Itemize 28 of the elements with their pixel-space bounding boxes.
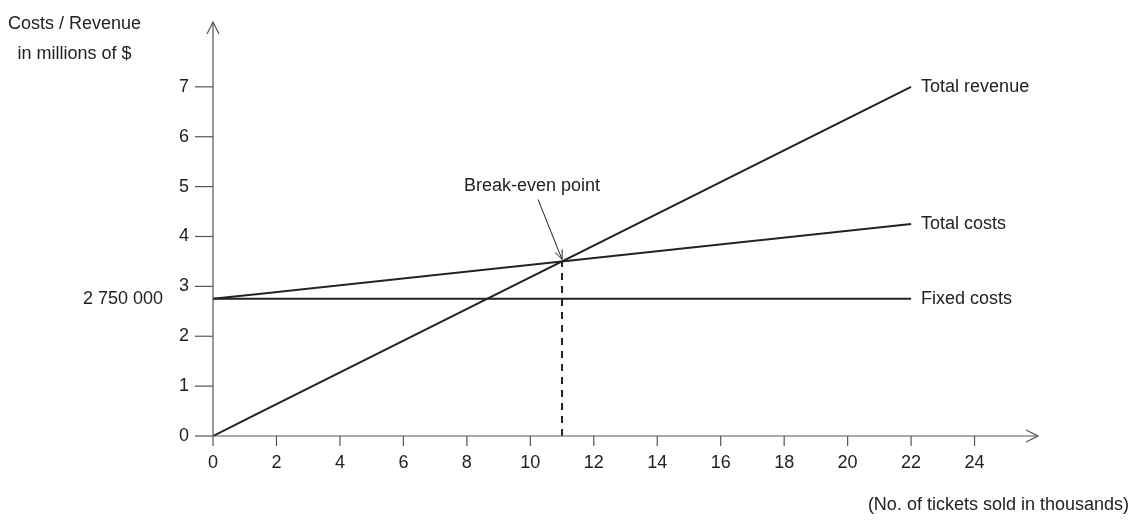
x-tick-label: 10 — [520, 451, 541, 472]
x-tick-label: 22 — [901, 451, 922, 472]
series-label: Total costs — [921, 212, 1007, 233]
x-tick-label: 6 — [398, 451, 409, 472]
y-tick-label: 2 — [178, 325, 189, 346]
x-tick-label: 0 — [207, 451, 219, 472]
x-tick-label: 18 — [774, 451, 795, 472]
x-tick-label: 14 — [647, 451, 668, 472]
y-tick-label: 7 — [178, 75, 189, 96]
x-tick-label: 4 — [334, 451, 345, 472]
series-label: Fixed costs — [921, 287, 1013, 308]
series-label: Total revenue — [921, 75, 1030, 96]
y-tick-label: 4 — [178, 225, 189, 246]
text: 2 750 000 — [82, 287, 163, 308]
x-tick-label: 8 — [461, 451, 472, 472]
y-axis-title: Costs / Revenue in millions of $ — [8, 12, 142, 65]
y-tick-label: 1 — [178, 375, 189, 396]
y-tick-label: 5 — [178, 175, 189, 196]
x-tick-label: 12 — [583, 451, 604, 472]
y-tick-label: 6 — [178, 125, 189, 146]
y-tick-label: 0 — [178, 424, 189, 445]
x-tick-label: 16 — [710, 451, 731, 472]
x-tick-label: 2 — [271, 451, 282, 472]
x-axis-title: (No. of tickets sold in thousands) — [867, 494, 1129, 515]
x-tick-label: 24 — [964, 451, 985, 472]
annotation: Break-even point — [463, 175, 601, 196]
y-tick-label: 3 — [178, 275, 189, 296]
x-tick-label: 20 — [837, 451, 858, 472]
